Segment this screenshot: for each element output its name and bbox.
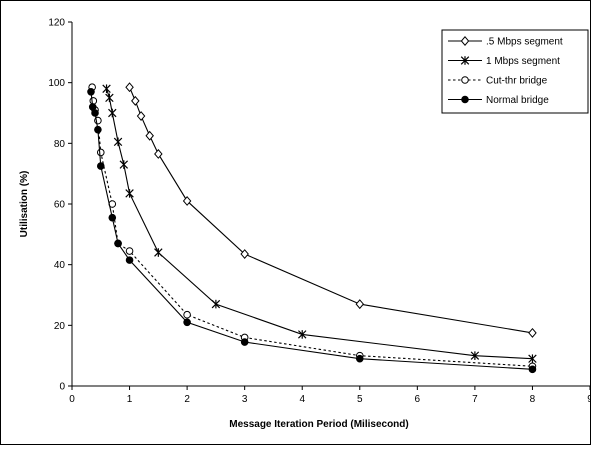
y-tick-label: 120: [48, 18, 65, 29]
data-point: [113, 137, 123, 147]
data-point: [125, 189, 134, 198]
x-tick-label: 2: [184, 394, 190, 405]
data-point: [154, 248, 163, 257]
x-tick-label: 7: [472, 394, 478, 405]
data-point: [125, 256, 134, 264]
data-point: [131, 95, 140, 106]
y-tick-label: 60: [54, 200, 66, 211]
data-point: [297, 330, 307, 339]
x-tick-label: 5: [357, 394, 363, 405]
data-point: [105, 93, 114, 103]
x-tick-label: 4: [299, 394, 305, 405]
legend-item: 1 Mbps segment: [448, 56, 560, 67]
data-point: [114, 239, 122, 248]
data-point: [94, 125, 102, 134]
legend-label: 1 Mbps segment: [486, 56, 560, 67]
axes: 0 20 40 60 80 100 120 0 1 2 3 4 5 6 7 8 9: [48, 18, 591, 406]
data-point: [136, 111, 146, 122]
data-point: [102, 84, 111, 94]
data-point: [154, 148, 163, 159]
data-point: [125, 247, 134, 255]
legend-item: Normal bridge: [448, 95, 549, 106]
series-normal-bridge: [87, 87, 537, 374]
data-point: [182, 195, 192, 206]
data-point: [96, 148, 105, 157]
data-point: [470, 351, 480, 360]
legend-label: Cut-thr bridge: [486, 76, 548, 87]
legend-item: .5 Mbps segment: [448, 36, 563, 48]
x-tick-label: 8: [530, 394, 536, 405]
legend-marker: [461, 95, 469, 104]
data-point: [183, 310, 191, 319]
series-layer: [87, 82, 537, 374]
legend: .5 Mbps segment 1 Mbps segment Cut-thr bri…: [441, 29, 589, 114]
data-point: [125, 82, 134, 93]
legend-marker: [460, 56, 470, 65]
y-axis-title: Utilisation (%): [19, 171, 30, 238]
data-point: [355, 354, 364, 363]
legend-label: .5 Mbps segment: [486, 37, 563, 48]
data-point: [211, 299, 221, 309]
data-point: [108, 213, 117, 222]
legend-item: Cut-thr bridge: [448, 76, 548, 87]
x-tick-label: 0: [69, 394, 75, 405]
data-point: [96, 162, 105, 170]
y-tick-label: 80: [54, 139, 66, 150]
data-point: [108, 108, 117, 118]
data-point: [528, 365, 537, 374]
series-1-mbps-segment: [102, 84, 537, 363]
data-point: [89, 97, 98, 105]
data-point: [240, 249, 249, 260]
x-tick-label: 9: [587, 394, 590, 405]
data-point: [240, 338, 249, 346]
y-tick-label: 20: [54, 321, 66, 332]
data-point: [145, 130, 154, 141]
x-axis-title: Message Iteration Period (Milisecond): [229, 419, 408, 430]
legend-marker: [461, 76, 469, 84]
series-5-mbps-segment: [125, 82, 537, 338]
data-point: [528, 327, 537, 338]
legend-label: Normal bridge: [486, 95, 549, 106]
data-point: [119, 160, 129, 169]
legend-marker: [460, 36, 470, 46]
data-point: [355, 299, 365, 310]
x-tick-label: 3: [242, 394, 248, 405]
x-tick-label: 6: [415, 394, 421, 405]
data-point: [87, 87, 95, 96]
x-tick-label: 1: [127, 394, 133, 405]
y-tick-label: 40: [54, 260, 66, 271]
y-tick-label: 0: [59, 382, 65, 393]
data-point: [528, 354, 537, 363]
y-tick-label: 100: [48, 78, 65, 89]
data-point: [91, 109, 99, 117]
data-point: [183, 318, 191, 327]
